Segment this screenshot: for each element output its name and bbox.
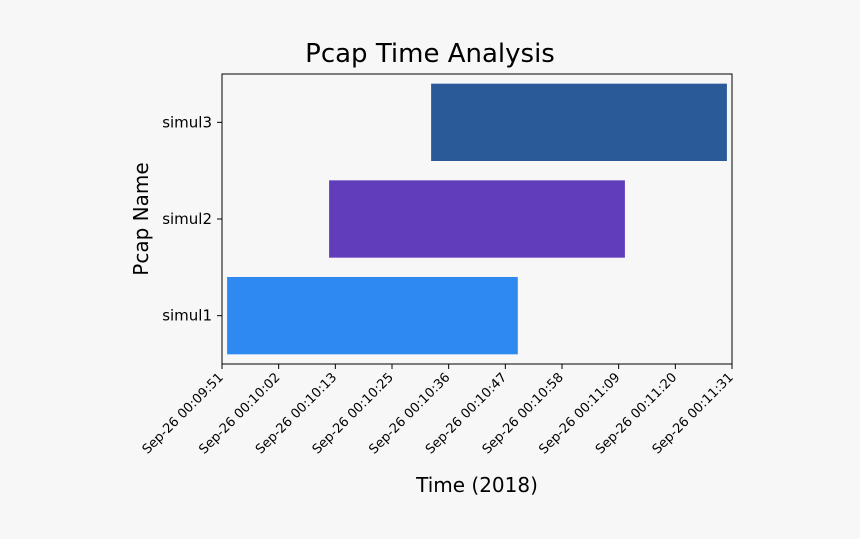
bar-simul3 — [431, 83, 727, 161]
x-axis-label: Time (2018) — [415, 473, 538, 497]
y-tick-label: simul3 — [162, 113, 212, 131]
chart-title: Pcap Time Analysis — [305, 39, 555, 69]
bar-simul2 — [329, 180, 625, 258]
y-tick-label: simul1 — [162, 307, 212, 325]
y-tick-label: simul2 — [162, 210, 212, 228]
bar-simul1 — [227, 277, 518, 355]
bars-layer — [227, 83, 727, 355]
y-ticks: simul1 simul2 simul3 — [162, 113, 222, 325]
y-axis-label: Pcap Name — [129, 162, 153, 275]
